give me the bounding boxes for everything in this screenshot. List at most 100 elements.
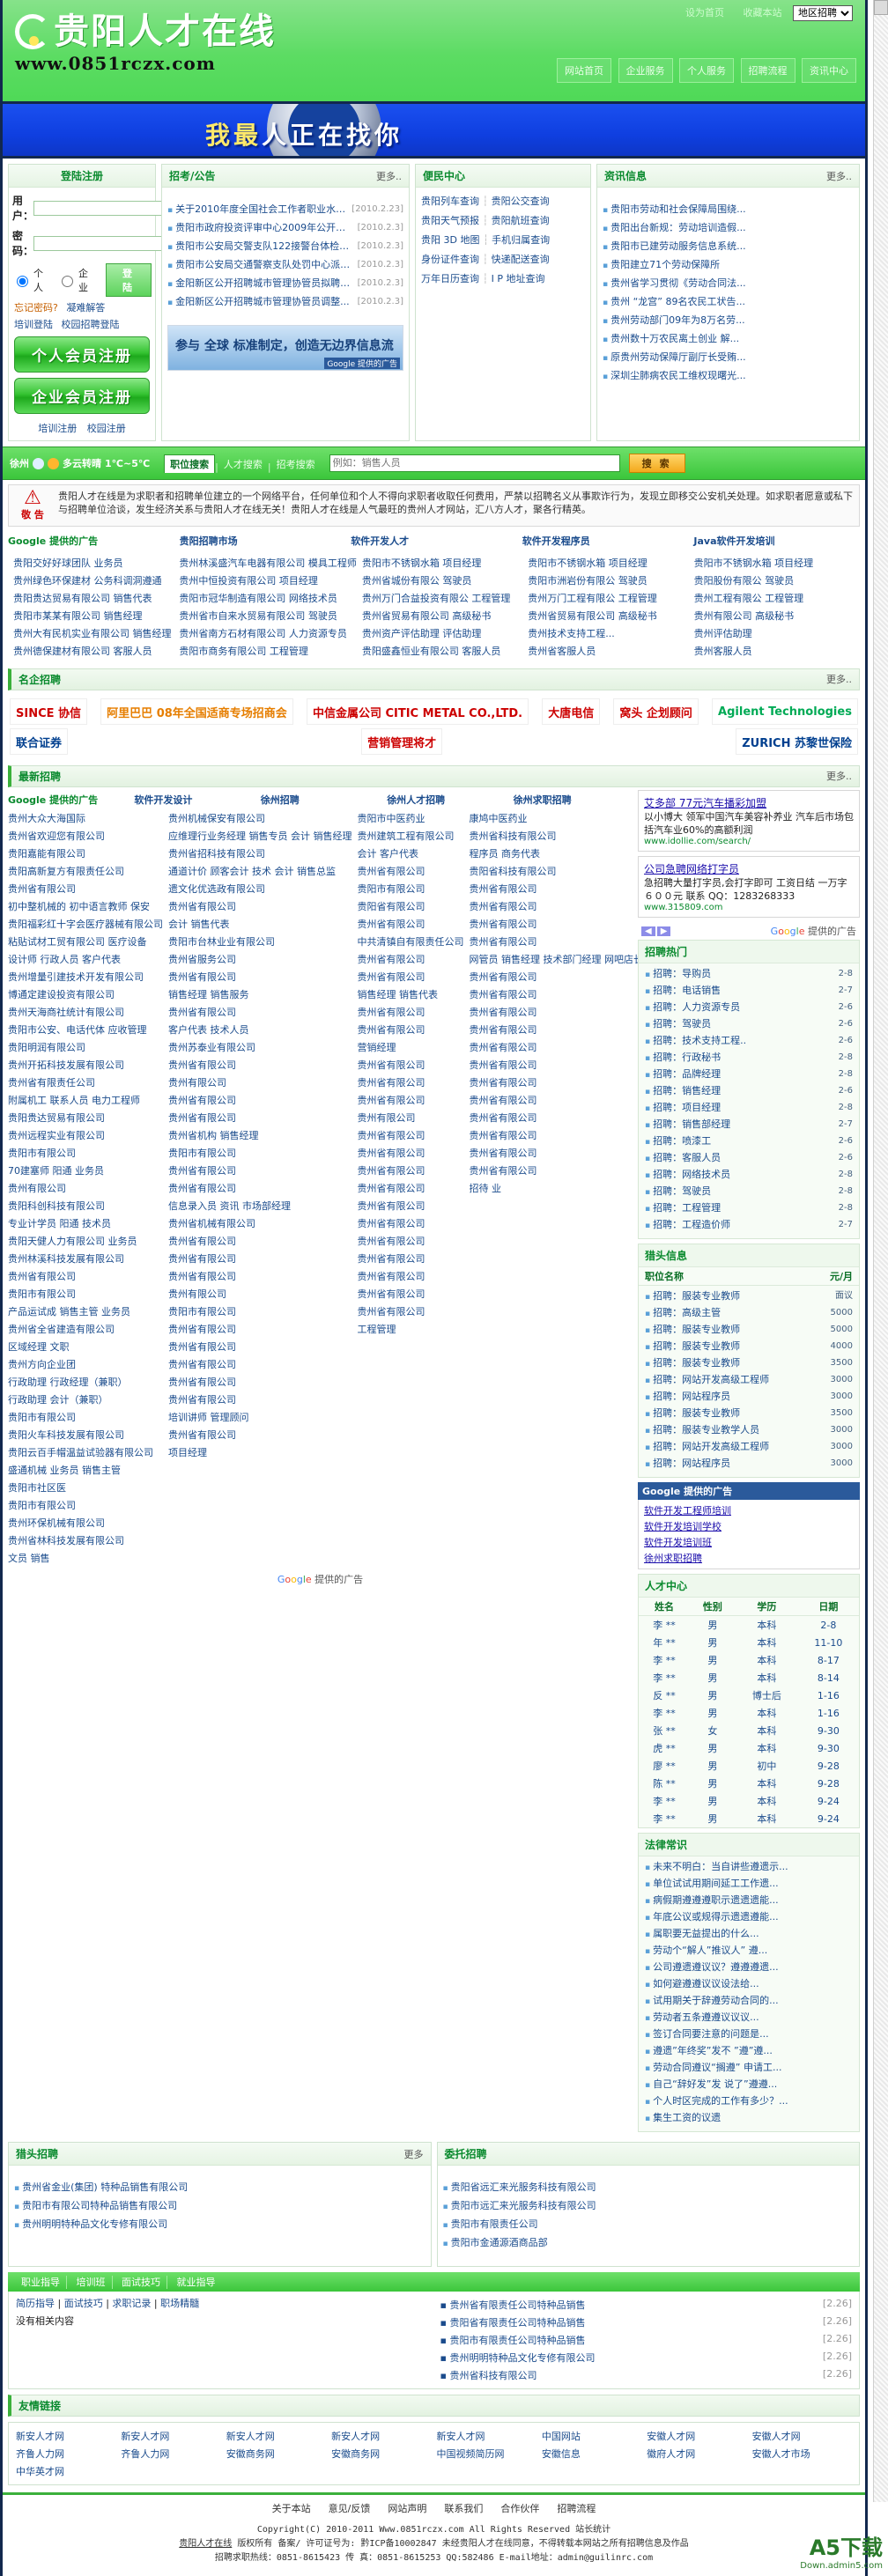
- list-item-link[interactable]: 招聘：电话销售: [645, 985, 721, 998]
- latest-job-link[interactable]: 贵州省有限公司: [469, 901, 537, 912]
- username-input[interactable]: [33, 200, 164, 216]
- latest-job-link[interactable]: 贵州省有限公司: [357, 954, 426, 965]
- gad-link[interactable]: 贵阳盛鑫恒业有限公司 客服人员: [361, 646, 501, 657]
- latest-job-link[interactable]: 贵州省机械有限公司: [168, 1218, 255, 1229]
- latest-job-link[interactable]: 贵州增量引建技术开发有限公司: [8, 971, 144, 983]
- latest-job-link[interactable]: 贵阳明润有限公司: [8, 1042, 85, 1053]
- list-item-link[interactable]: 招聘：网站程序员: [645, 1458, 730, 1471]
- guidance-link[interactable]: ▪ 贵阳省有限责任公司特种品销售: [440, 2317, 586, 2329]
- gad-link[interactable]: 贵阳市不锈钢水箱 项目经理: [693, 557, 814, 569]
- latest-job-link[interactable]: 贵州省招科技有限公司: [168, 848, 265, 860]
- latest-job-link[interactable]: 贵州省有限公司: [469, 1148, 537, 1159]
- friend-link[interactable]: 中国视频简历网: [436, 2448, 505, 2460]
- footer-nav-link[interactable]: 合作伙伴: [500, 2503, 540, 2514]
- friend-link[interactable]: [752, 2463, 852, 2479]
- latest-job-link[interactable]: 贵阳市有限公司: [8, 1288, 76, 1300]
- list-item-link[interactable]: 招聘：导购员: [645, 968, 711, 981]
- latest-job-link[interactable]: 贵阳市有限公司: [8, 1412, 76, 1423]
- list-item-link[interactable]: 贵州 “龙宫” 89名农民工状告...: [603, 295, 745, 310]
- latest-job-link[interactable]: 贵州省有限公司: [8, 883, 76, 895]
- latest-job-link[interactable]: 贵州开拓科技发展有限公司: [8, 1059, 124, 1071]
- table-row[interactable]: 李 ** 男 本科 9-24: [639, 1792, 859, 1810]
- list-item-link[interactable]: 病假期遵遵遵职示遗遗遗能...: [645, 1894, 779, 1908]
- latest-job-link[interactable]: 设计师 行政人员 客户代表: [8, 954, 121, 965]
- latest-job-link[interactable]: 销售经理 销售代表: [357, 989, 439, 1000]
- list-item-link[interactable]: 属职要无益提出的什么...: [645, 1928, 759, 1941]
- tab-interview[interactable]: 面试技巧: [115, 2276, 167, 2289]
- latest-gcol-0[interactable]: 软件开发设计: [134, 794, 193, 806]
- brand-logo[interactable]: 大唐电信: [542, 698, 601, 725]
- campus-login-link[interactable]: 校园招聘登陆: [61, 319, 120, 330]
- gad-link[interactable]: 贵州评估助理: [693, 628, 752, 639]
- training-register-link[interactable]: 培训注册: [38, 423, 78, 434]
- latest-job-link[interactable]: 贵州大众大海国际: [8, 813, 85, 824]
- latest-job-link[interactable]: 贵阳市有限公司: [168, 1306, 236, 1318]
- list-item-link[interactable]: 深圳尘肺病农民工维权现曙光...: [603, 369, 746, 384]
- gad-link[interactable]: 贵阳市冠华制造有限公司 网络技术员: [179, 593, 337, 604]
- brand-logo[interactable]: Agilent Technologies: [712, 698, 858, 725]
- gad-link[interactable]: 贵阳市商务有限公司 工程管理: [179, 646, 308, 657]
- list-item-link[interactable]: 招聘：服装专业教学人员: [645, 1424, 759, 1437]
- subtab-records[interactable]: 求职记录: [112, 2298, 152, 2309]
- list-item-link[interactable]: 贵阳省远汇来光服务科技有限公司: [443, 2181, 596, 2196]
- latest-job-link[interactable]: 贵州苏泰业有限公司: [168, 1042, 255, 1053]
- latest-job-link[interactable]: 贵州省有限公司: [469, 1165, 537, 1177]
- latest-job-link[interactable]: 程序员 商务代表: [469, 848, 541, 860]
- latest-job-link[interactable]: 贵州省有限公司: [469, 1112, 537, 1124]
- gbox-link[interactable]: 软件开发培训学校: [644, 1521, 722, 1532]
- latest-job-link[interactable]: 贵州省有限公司: [469, 1077, 537, 1089]
- gad-link[interactable]: 贵州林溪盛汽车电器有限公司 模具工程师: [179, 557, 357, 569]
- latest-job-link[interactable]: 粘贴试材工贸有限公司 医疗设备: [8, 936, 147, 948]
- friend-link[interactable]: 新安人才网: [16, 2431, 64, 2442]
- gad-link[interactable]: 贵阳市不锈钢水箱 项目经理: [361, 557, 482, 569]
- latest-job-link[interactable]: 贵州远程实业有限公司: [8, 1130, 105, 1141]
- friend-link[interactable]: [647, 2463, 746, 2479]
- latest-job-link[interactable]: 贵州省有限公司: [469, 971, 537, 983]
- latest-job-link[interactable]: 培训讲师 管理顾问: [168, 1412, 249, 1423]
- latest-job-link[interactable]: 贵州省有限公司: [469, 1095, 537, 1106]
- convenience-link[interactable]: 快递配送查询: [491, 254, 550, 265]
- latest-job-link[interactable]: 工程管理: [357, 1324, 396, 1335]
- list-item-link[interactable]: 贵阳市远汇来光服务科技有限公司: [443, 2199, 596, 2214]
- latest-job-link[interactable]: 贵州建筑工程有限公司: [357, 830, 455, 842]
- latest-job-link[interactable]: 区域经理 文职: [8, 1341, 70, 1353]
- latest-job-link[interactable]: 贵阳市有限公司: [8, 1148, 76, 1159]
- convenience-link[interactable]: 贵阳列车查询: [421, 196, 479, 207]
- gad-header-1[interactable]: 软件开发人才: [351, 535, 410, 547]
- friend-link[interactable]: 安徽商务网: [226, 2448, 275, 2460]
- latest-job-link[interactable]: 贵阳省科技有限公司: [469, 866, 557, 877]
- latest-gcol-1[interactable]: 徐州招聘: [260, 794, 300, 806]
- radio-company[interactable]: [61, 276, 73, 287]
- convenience-link[interactable]: 万年日历查询: [421, 273, 479, 284]
- latest-job-link[interactable]: 贵州省有限公司: [168, 1165, 236, 1177]
- region-select[interactable]: 地区招聘: [793, 5, 853, 21]
- latest-job-link[interactable]: 贵阳天健人力有限公司 业务员: [8, 1236, 137, 1247]
- convenience-link[interactable]: I P 地址查询: [491, 273, 545, 284]
- footer-sitename-link[interactable]: 贵阳人才在线: [179, 2539, 233, 2549]
- latest-job-link[interactable]: 贵阳云百手帽温益试验器有限公司: [8, 1447, 153, 1458]
- password-input[interactable]: [33, 235, 164, 251]
- convenience-link[interactable]: 贵阳航班查询: [491, 215, 550, 226]
- radio-personal[interactable]: [17, 276, 28, 287]
- table-row[interactable]: 廖 ** 男 初中 9-28: [639, 1757, 859, 1775]
- list-item-link[interactable]: 招聘：服装专业教师: [645, 1357, 740, 1370]
- friend-link[interactable]: 新安人才网: [226, 2431, 275, 2442]
- latest-job-link[interactable]: 附属机工 联系人员 电力工程师: [8, 1095, 140, 1106]
- subtab-resume[interactable]: 简历指导: [16, 2298, 55, 2309]
- latest-job-link[interactable]: 贵州省有限公司: [168, 1394, 236, 1406]
- list-item-link[interactable]: 招聘：驾驶员: [645, 1018, 711, 1031]
- gbox-link[interactable]: 软件开发工程师培训: [644, 1505, 731, 1517]
- bp0-more[interactable]: 更多: [403, 2148, 424, 2160]
- friend-link[interactable]: 安徽商务网: [331, 2448, 381, 2460]
- tab-training[interactable]: 培训班: [70, 2276, 113, 2289]
- convenience-link[interactable]: 贵阳天气预报: [421, 215, 479, 226]
- friend-link[interactable]: 中国网站: [541, 2431, 581, 2442]
- convenience-link[interactable]: 身份证件查询: [421, 254, 479, 265]
- latest-job-link[interactable]: 贵阳福彩红十字会医疗器械有限公司: [8, 919, 163, 930]
- list-item-link[interactable]: 招聘：技术支持工程..: [645, 1035, 746, 1048]
- list-item-link[interactable]: 招聘：工程造价师: [645, 1219, 730, 1232]
- latest-job-link[interactable]: 贵州省有限公司: [357, 919, 426, 930]
- latest-job-link[interactable]: 贵州省有限公司: [357, 1007, 426, 1018]
- friend-link[interactable]: [331, 2463, 431, 2479]
- list-item-link[interactable]: 招聘：销售经理: [645, 1085, 721, 1098]
